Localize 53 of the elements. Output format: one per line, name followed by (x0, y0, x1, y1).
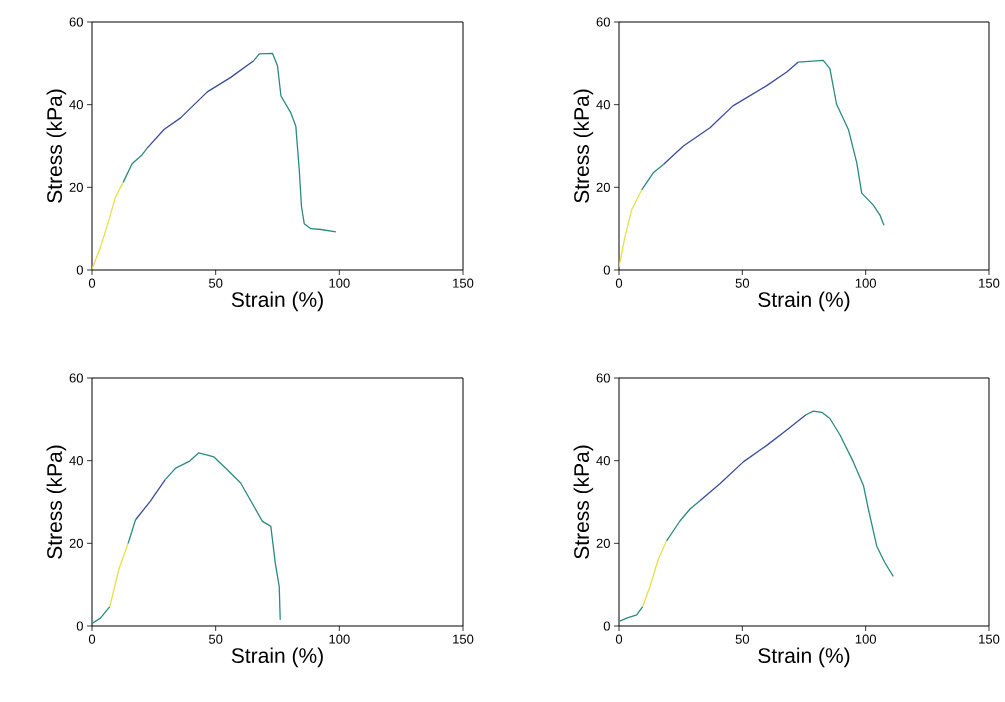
line-series (665, 500, 701, 542)
y-tick-label: 0 (76, 621, 83, 631)
x-tick-label: 150 (453, 634, 474, 644)
y-tick-label: 20 (69, 182, 83, 192)
y-tick-label: 0 (603, 621, 610, 631)
x-tick-label: 0 (615, 278, 623, 288)
line-series (699, 414, 807, 502)
y-tick-label: 40 (69, 456, 83, 466)
line-series (642, 540, 668, 608)
y-axis-title: Stress (kPa) (573, 89, 594, 203)
line-series (146, 59, 255, 149)
line-series (805, 410, 894, 578)
x-tick-label: 50 (735, 634, 750, 644)
x-tick-label: 50 (208, 278, 223, 288)
x-tick-label: 0 (615, 634, 623, 644)
y-tick-label: 20 (69, 538, 83, 548)
y-tick-label: 20 (596, 182, 610, 192)
x-axis-title: Strain (%) (758, 647, 850, 668)
line-series (619, 605, 644, 623)
line-series (122, 147, 148, 184)
y-tick-label: 60 (596, 17, 610, 27)
line-series (619, 189, 643, 268)
y-tick-label: 60 (596, 373, 610, 383)
y-axis-title: Stress (kPa) (46, 89, 67, 203)
x-tick-label: 0 (88, 278, 96, 288)
y-tick-label: 40 (69, 100, 83, 110)
x-axis-title: Strain (%) (758, 291, 850, 312)
y-tick-label: 40 (596, 456, 610, 466)
x-tick-label: 0 (88, 634, 96, 644)
y-tick-label: 40 (596, 100, 610, 110)
y-tick-label: 20 (596, 538, 610, 548)
x-tick-label: 150 (979, 634, 1000, 644)
y-tick-label: 0 (76, 265, 83, 275)
x-axis-title: Strain (%) (231, 291, 323, 312)
line-series (92, 181, 124, 270)
y-axis-title: Stress (kPa) (573, 445, 594, 559)
x-axis-title: Strain (%) (231, 647, 323, 668)
x-tick-label: 50 (208, 634, 223, 644)
x-tick-label: 100 (329, 634, 350, 644)
line-series (797, 59, 885, 226)
y-tick-label: 60 (69, 17, 83, 27)
x-tick-label: 100 (855, 634, 876, 644)
line-series (253, 52, 337, 233)
x-tick-label: 100 (855, 278, 876, 288)
y-tick-label: 0 (603, 265, 610, 275)
y-axis-title: Stress (kPa) (46, 445, 67, 559)
x-tick-label: 50 (735, 278, 750, 288)
x-tick-label: 150 (453, 278, 474, 288)
x-tick-label: 100 (329, 278, 350, 288)
y-tick-label: 60 (69, 373, 83, 383)
x-tick-label: 150 (979, 278, 1000, 288)
line-series (164, 452, 281, 621)
line-series (662, 61, 799, 166)
